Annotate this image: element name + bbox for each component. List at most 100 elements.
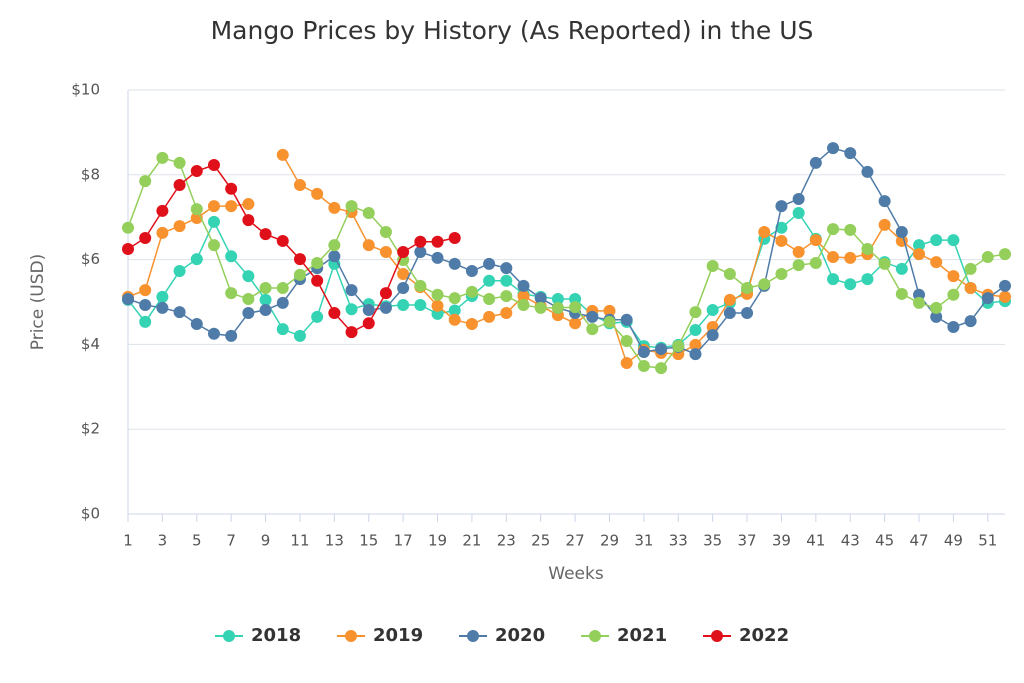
data-point [913,296,926,309]
data-point [947,321,960,334]
data-point [379,245,392,258]
data-point [156,204,169,217]
data-point [620,335,633,348]
data-point [448,231,461,244]
data-point [792,192,805,205]
data-point [551,301,564,314]
data-point [758,278,771,291]
data-point [414,279,427,292]
data-point [999,279,1011,292]
data-point [655,362,668,375]
data-point [431,299,444,312]
x-tick-label: 41 [806,532,825,550]
data-point [397,298,410,311]
data-point [999,248,1011,261]
data-point [328,250,341,263]
data-point [947,270,960,283]
data-point [878,195,891,208]
data-point [809,256,822,269]
x-tick-label: 31 [634,532,653,550]
data-point [190,253,203,266]
data-point [534,301,547,314]
data-point [293,329,306,342]
data-point [139,284,152,297]
chart-title: Mango Prices by History (As Reported) in… [211,16,814,45]
data-point [156,301,169,314]
data-point [311,187,324,200]
x-tick-label: 1 [123,532,133,550]
data-point [190,318,203,331]
data-point [500,307,513,320]
data-point [311,256,324,269]
data-point [465,265,478,278]
data-point [569,301,582,314]
data-point [311,274,324,287]
data-point [242,214,255,227]
data-point [844,223,857,236]
data-point [448,257,461,270]
data-point [930,301,943,314]
data-point [517,298,530,311]
data-point [689,338,702,351]
data-point [844,147,857,160]
x-tick-label: 15 [359,532,378,550]
data-point [809,156,822,169]
data-point [397,245,410,258]
data-point [500,290,513,303]
data-point [173,178,186,191]
data-point [930,310,943,323]
legend-marker [467,630,479,642]
y-tick-label: $4 [81,335,100,353]
data-point [981,292,994,305]
data-point [792,245,805,258]
data-point [242,293,255,306]
x-tick-label: 51 [978,532,997,550]
data-point [190,164,203,177]
data-point [242,198,255,211]
legend-label: 2019 [373,625,423,646]
data-point [379,226,392,239]
data-point [672,340,685,353]
legend-label: 2018 [251,625,301,646]
legend-marker [345,630,357,642]
x-tick-label: 11 [290,532,309,550]
x-tick-label: 23 [497,532,516,550]
x-tick-label: 13 [325,532,344,550]
data-point [586,323,599,336]
data-point [895,226,908,239]
legend-label: 2022 [739,625,789,646]
legend-marker [589,630,601,642]
data-point [173,156,186,169]
data-point [517,279,530,292]
data-point [878,218,891,231]
y-tick-label: $8 [81,165,100,183]
data-point [225,329,238,342]
data-point [637,360,650,373]
data-point [397,268,410,281]
data-point [345,284,358,297]
x-axis-label: Weeks [548,564,604,584]
y-axis-label: Price (USD) [28,254,48,350]
data-point [276,296,289,309]
series-line [127,211,1006,349]
data-point [431,251,444,264]
data-point [603,304,616,317]
data-point [122,293,134,306]
data-point [276,148,289,161]
data-point [861,273,874,286]
x-tick-label: 47 [909,532,928,550]
data-point [655,343,668,356]
data-point [964,262,977,275]
data-point [328,201,341,214]
data-point [362,304,375,317]
x-tick-label: 43 [841,532,860,550]
data-point [878,257,891,270]
data-point [465,318,478,331]
data-point [999,290,1011,303]
data-point [414,245,427,258]
x-tick-label: 3 [158,532,168,550]
data-point [225,287,238,300]
data-point [741,282,754,295]
data-point [379,301,392,314]
data-point [139,298,152,311]
